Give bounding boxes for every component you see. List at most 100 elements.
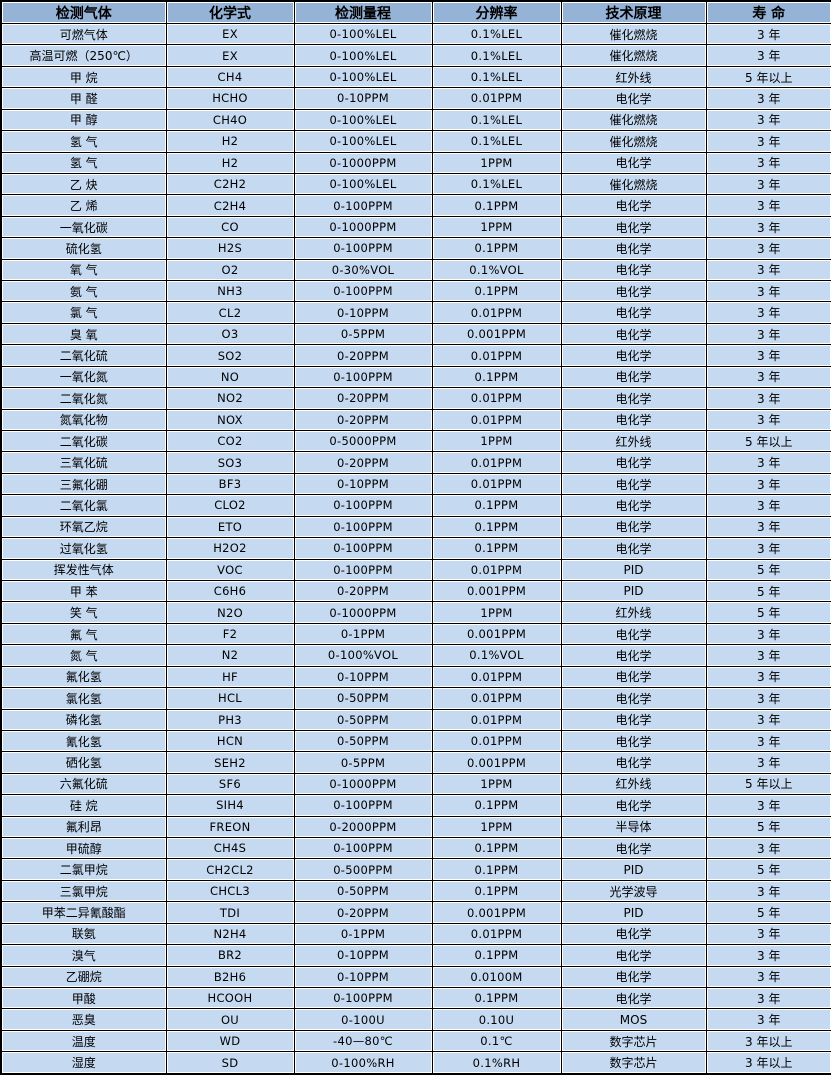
header-cell-principle: 技术原理: [560, 0, 707, 24]
cell-lifespan: 5 年: [705, 901, 831, 924]
cell-principle: 催化燃烧: [560, 108, 707, 132]
cell-formula: SIH4: [165, 794, 295, 817]
cell-resolution: 0.01PPM: [431, 922, 562, 946]
cell-resolution: 0.001PPM: [431, 322, 562, 346]
cell-formula: C2H2: [165, 172, 295, 196]
cell-resolution: 0.01PPM: [431, 708, 562, 731]
cell-principle: 光学波导: [560, 879, 707, 903]
cell-principle: 数字芯片: [560, 1029, 707, 1053]
cell-formula: NO: [165, 365, 295, 389]
cell-principle: 电化学: [560, 194, 707, 217]
cell-lifespan: 3 年: [705, 172, 831, 196]
cell-lifespan: 3 年: [705, 44, 831, 67]
cell-gas: 硒化氢: [0, 751, 167, 774]
cell-principle: 红外线: [560, 772, 707, 796]
cell-resolution: 0.10U: [431, 1008, 562, 1031]
cell-lifespan: 3 年: [705, 1008, 831, 1031]
cell-gas: 甲 苯: [0, 579, 167, 603]
table-row: 二氧化碳 CO2 0-5000PPM 1PPM 红外线 5 年以上: [0, 430, 831, 453]
cell-resolution: 0.001PPM: [431, 751, 562, 774]
table-row: 甲 醛 HCHO 0-10PPM 0.01PPM 电化学 3 年: [0, 87, 831, 110]
cell-range: 0-1PPM: [293, 622, 433, 646]
table-row: 磷化氢 PH3 0-50PPM 0.01PPM 电化学 3 年: [0, 708, 831, 731]
cell-principle: 电化学: [560, 794, 707, 817]
cell-gas: 三氧化硫: [0, 451, 167, 474]
cell-formula: FREON: [165, 815, 295, 839]
cell-range: -40—80℃: [293, 1029, 433, 1053]
cell-resolution: 1PPM: [431, 151, 562, 174]
cell-lifespan: 3 年以上: [705, 1029, 831, 1053]
table-row: 氟 气 F2 0-1PPM 0.001PPM 电化学 3 年: [0, 622, 831, 646]
cell-principle: 电化学: [560, 408, 707, 432]
table-row: 硒化氢 SEH2 0-5PPM 0.001PPM 电化学 3 年: [0, 751, 831, 774]
cell-formula: TDI: [165, 901, 295, 924]
cell-formula: NOX: [165, 408, 295, 432]
cell-resolution: 0.01PPM: [431, 665, 562, 689]
cell-gas: 臭 氧: [0, 322, 167, 346]
header-cell-gas: 检测气体: [0, 0, 167, 24]
cell-principle: PID: [560, 579, 707, 603]
cell-formula: C2H4: [165, 194, 295, 217]
cell-principle: 电化学: [560, 922, 707, 946]
cell-range: 0-1000PPM: [293, 215, 433, 239]
cell-range: 0-20PPM: [293, 579, 433, 603]
cell-resolution: 0.1PPM: [431, 986, 562, 1010]
cell-formula: SD: [165, 1051, 295, 1075]
cell-gas: 乙 烯: [0, 194, 167, 217]
table-row: 溴气 BR2 0-10PPM 0.1PPM 电化学 3 年: [0, 944, 831, 967]
cell-principle: 红外线: [560, 430, 707, 453]
cell-gas: 硫化氢: [0, 237, 167, 260]
cell-lifespan: 3 年: [705, 944, 831, 967]
table-row: 环氧乙烷 ETO 0-100PPM 0.1PPM 电化学 3 年: [0, 515, 831, 539]
cell-resolution: 0.1%LEL: [431, 44, 562, 67]
cell-lifespan: 5 年: [705, 601, 831, 624]
cell-resolution: 0.1PPM: [431, 237, 562, 260]
cell-principle: 电化学: [560, 494, 707, 517]
cell-formula: SO2: [165, 344, 295, 367]
table-row: 湿度 SD 0-100%RH 0.1%RH 数字芯片 3 年以上: [0, 1051, 831, 1075]
cell-range: 0-2000PPM: [293, 815, 433, 839]
cell-formula: EX: [165, 22, 295, 46]
cell-range: 0-100PPM: [293, 986, 433, 1010]
cell-range: 0-20PPM: [293, 901, 433, 924]
cell-lifespan: 3 年: [705, 322, 831, 346]
cell-principle: 电化学: [560, 365, 707, 389]
table-row: 三氟化硼 BF3 0-10PPM 0.01PPM 电化学 3 年: [0, 472, 831, 496]
cell-resolution: 0.001PPM: [431, 901, 562, 924]
cell-range: 0-100PPM: [293, 194, 433, 217]
cell-principle: 催化燃烧: [560, 22, 707, 46]
cell-lifespan: 3 年: [705, 258, 831, 282]
cell-resolution: 0.01PPM: [431, 87, 562, 110]
cell-resolution: 1PPM: [431, 215, 562, 239]
cell-gas: 氨 气: [0, 280, 167, 303]
cell-principle: 电化学: [560, 87, 707, 110]
cell-range: 0-5PPM: [293, 751, 433, 774]
table-row: 氯 气 CL2 0-10PPM 0.01PPM 电化学 3 年: [0, 301, 831, 324]
cell-lifespan: 3 年: [705, 301, 831, 324]
cell-range: 0-100%LEL: [293, 65, 433, 89]
cell-formula: N2: [165, 644, 295, 667]
cell-formula: BR2: [165, 944, 295, 967]
cell-resolution: 0.1PPM: [431, 365, 562, 389]
table-row: 硫化氢 H2S 0-100PPM 0.1PPM 电化学 3 年: [0, 237, 831, 260]
cell-gas: 氯化氢: [0, 687, 167, 710]
cell-principle: 半导体: [560, 815, 707, 839]
cell-range: 0-1000PPM: [293, 601, 433, 624]
cell-range: 0-100%LEL: [293, 130, 433, 153]
cell-range: 0-100%LEL: [293, 172, 433, 196]
table-row: 甲硫醇 CH4S 0-100PPM 0.1PPM 电化学 3 年: [0, 837, 831, 860]
cell-lifespan: 3 年: [705, 408, 831, 432]
cell-range: 0-100%LEL: [293, 44, 433, 67]
cell-gas: 甲酸: [0, 986, 167, 1010]
cell-principle: 电化学: [560, 344, 707, 367]
cell-lifespan: 3 年: [705, 751, 831, 774]
cell-principle: 红外线: [560, 601, 707, 624]
cell-principle: 电化学: [560, 644, 707, 667]
cell-gas: 一氧化碳: [0, 215, 167, 239]
cell-lifespan: 3 年: [705, 237, 831, 260]
cell-resolution: 0.01PPM: [431, 301, 562, 324]
cell-gas: 过氧化氢: [0, 537, 167, 560]
table-row: 三氧化硫 SO3 0-20PPM 0.01PPM 电化学 3 年: [0, 451, 831, 474]
cell-lifespan: 3 年: [705, 215, 831, 239]
table-row: 甲苯二异氰酸酯 TDI 0-20PPM 0.001PPM PID 5 年: [0, 901, 831, 924]
